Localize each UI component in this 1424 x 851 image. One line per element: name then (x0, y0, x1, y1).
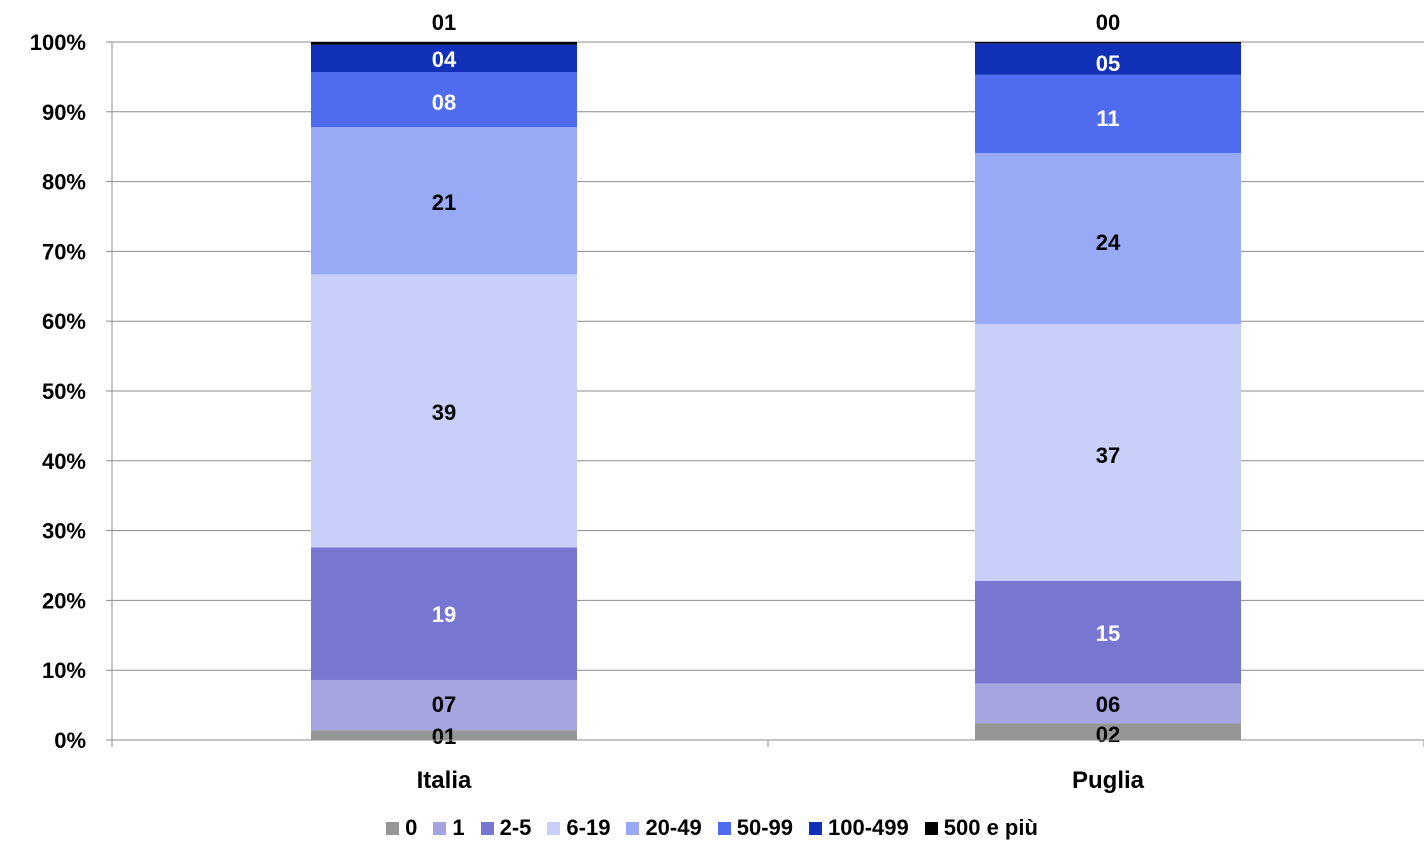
data-label: 01 (432, 10, 456, 35)
bar-segment (311, 730, 577, 740)
y-tick-label: 100% (30, 30, 86, 55)
legend-label: 100-499 (828, 815, 909, 840)
bar-segment (311, 274, 577, 548)
data-label: 05 (1096, 51, 1120, 76)
y-tick-label: 10% (42, 658, 86, 683)
data-label: 11 (1096, 106, 1119, 131)
legend-item: 0 (386, 815, 417, 841)
data-label: 01 (432, 724, 456, 749)
bar-segment (311, 679, 577, 731)
data-label: 04 (432, 47, 457, 72)
bars (311, 42, 1241, 740)
y-tick-label: 30% (42, 519, 86, 544)
y-tick-label: 90% (42, 100, 86, 125)
legend-item: 20-49 (626, 815, 702, 841)
data-label: 02 (1096, 722, 1120, 747)
legend-swatch (433, 821, 447, 835)
data-label: 00 (1096, 10, 1120, 35)
legend: 0 1 2-5 6-19 20-49 50-99 100-499 500 e più (0, 815, 1424, 841)
legend-swatch (809, 821, 822, 835)
legend-item: 1 (433, 815, 465, 841)
legend-swatch (547, 821, 561, 835)
y-axis-ticks: 0% 10% 20% 30% 40% 50% 60% 70% 80% 90% 100% (30, 30, 112, 753)
y-tick-label: 60% (42, 309, 86, 334)
y-tick-label: 50% (42, 379, 86, 404)
data-label: 21 (432, 190, 456, 215)
bar-segment (311, 42, 577, 45)
bar-segment (975, 683, 1241, 724)
y-tick-label: 0% (54, 728, 86, 753)
data-label: 15 (1096, 621, 1120, 646)
legend-label: 20-49 (645, 815, 702, 840)
bar-segment (311, 127, 577, 275)
y-tick-label: 80% (42, 170, 86, 195)
legend-item: 100-499 (809, 815, 909, 841)
data-labels: 01 07 19 39 21 08 04 01 02 06 15 37 24 11 05 00 (432, 10, 1121, 749)
legend-label: 2-5 (499, 815, 532, 840)
bar-segment (975, 152, 1241, 324)
x-axis-ticks: Italia Puglia (417, 767, 1145, 794)
stacked-bar-chart: 0% 10% 20% 30% 40% 50% 60% 70% 80% 90% 100% 01 07 19… (30, 10, 1424, 794)
bar-segment (311, 72, 577, 128)
bar-segment (975, 580, 1241, 684)
legend-label: 50-99 (736, 815, 793, 840)
y-tick-label: 40% (42, 449, 86, 474)
bar-segment (311, 44, 577, 73)
legend-label: 1 (452, 815, 465, 840)
bar-segment (975, 723, 1241, 740)
legend-item: 500 e più (924, 815, 1038, 841)
legend-swatch (386, 821, 400, 835)
legend-item: 6-19 (547, 815, 610, 841)
bar-segment (975, 74, 1241, 153)
data-label: 08 (432, 90, 456, 115)
data-label: 06 (1096, 692, 1120, 717)
legend-label: 500 e più (943, 815, 1038, 840)
y-tick-label: 70% (42, 239, 86, 264)
legend-label: 0 (405, 815, 418, 840)
data-label: 24 (1096, 230, 1121, 255)
data-label: 19 (432, 602, 456, 627)
legend-swatch (924, 821, 938, 835)
legend-swatch (717, 821, 731, 835)
bar-segment (975, 43, 1241, 75)
bar-segment (311, 547, 577, 680)
y-tick-label: 20% (42, 588, 86, 613)
data-label: 07 (432, 692, 456, 717)
legend-item: 2-5 (480, 815, 532, 841)
legend-label: 6-19 (566, 815, 611, 840)
legend-swatch (480, 821, 494, 835)
bar-segment (975, 323, 1241, 581)
legend-item: 50-99 (717, 815, 793, 841)
x-tick-label: Puglia (1072, 767, 1145, 794)
x-tick-label: Italia (417, 767, 472, 794)
legend-swatch (626, 821, 640, 835)
bar-segment (975, 42, 1241, 44)
data-label: 39 (432, 400, 456, 425)
axes (111, 42, 1424, 747)
data-label: 37 (1096, 443, 1120, 468)
